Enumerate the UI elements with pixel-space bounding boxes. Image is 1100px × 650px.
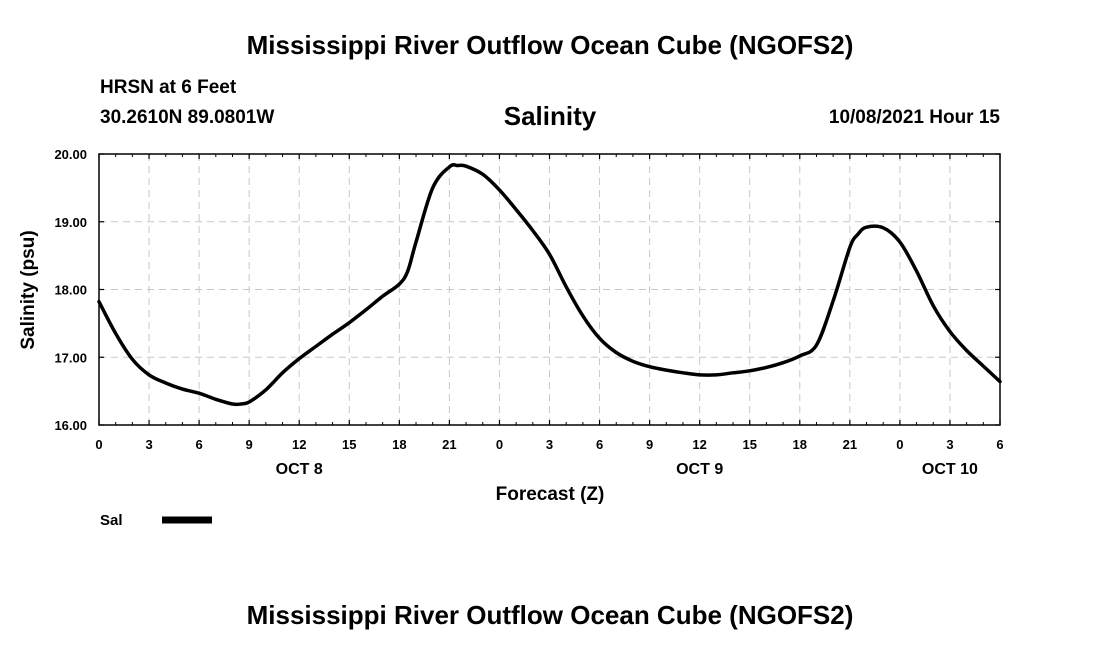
- station-coordinates: 30.2610N 89.0801W: [100, 107, 275, 128]
- x-tick-label: 12: [692, 437, 706, 452]
- x-tick-label: 21: [442, 437, 456, 452]
- x-tick-label: 0: [95, 437, 102, 452]
- x-tick-label: 3: [946, 437, 953, 452]
- day-label: OCT 8: [276, 461, 323, 478]
- day-label: OCT 10: [922, 461, 978, 478]
- chart-footer-title: Mississippi River Outflow Ocean Cube (NG…: [246, 600, 854, 630]
- x-tick-label: 0: [496, 437, 503, 452]
- y-axis-title: Salinity (psu): [18, 230, 39, 349]
- forecast-timestamp: 10/08/2021 Hour 15: [828, 107, 1000, 128]
- legend-label-sal: Sal: [100, 512, 123, 529]
- x-tick-label: 6: [596, 437, 603, 452]
- y-tick-label: 20.00: [54, 147, 87, 162]
- x-tick-label: 6: [996, 437, 1003, 452]
- x-tick-label: 21: [843, 437, 857, 452]
- x-tick-label: 9: [246, 437, 253, 452]
- x-tick-label: 12: [292, 437, 306, 452]
- axis-ticks: [98, 153, 1001, 426]
- day-label: OCT 9: [676, 461, 723, 478]
- grid-lines: [99, 154, 1000, 425]
- y-tick-label: 17.00: [54, 350, 87, 365]
- x-tick-label: 3: [546, 437, 553, 452]
- chart-main-title: Mississippi River Outflow Ocean Cube (NG…: [246, 30, 854, 60]
- x-tick-label: 18: [793, 437, 807, 452]
- y-tick-labels: 16.00 17.00 18.00 19.00 20.00: [54, 147, 87, 433]
- station-label: HRSN at 6 Feet: [100, 77, 237, 98]
- x-tick-label: 0: [896, 437, 903, 452]
- legend: Sal: [100, 512, 212, 529]
- x-tick-label: 3: [145, 437, 152, 452]
- y-tick-label: 18.00: [54, 283, 87, 298]
- x-tick-label: 18: [392, 437, 406, 452]
- x-tick-labels: 0 3 6 9 12 15 18 21 0 3 6 9 12 15 18 21 0 3 6: [95, 437, 1003, 452]
- y-tick-label: 16.00: [54, 418, 87, 433]
- x-tick-label: 6: [195, 437, 202, 452]
- day-labels: OCT 8 OCT 9 OCT 10: [276, 461, 978, 478]
- x-tick-label: 15: [742, 437, 756, 452]
- y-tick-label: 19.00: [54, 215, 87, 230]
- variable-title: Salinity: [503, 101, 597, 131]
- x-tick-label: 15: [342, 437, 356, 452]
- x-tick-label: 9: [646, 437, 653, 452]
- x-axis-title: Forecast (Z): [496, 484, 605, 505]
- series-line-sal: [97, 163, 1002, 407]
